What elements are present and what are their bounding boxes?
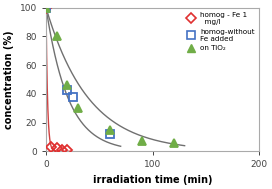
Y-axis label: concentration (%): concentration (%) (4, 30, 14, 129)
Legend: homog - Fe 1
  mg/l, homog-without
Fe added, on TiO₂: homog - Fe 1 mg/l, homog-without Fe adde… (183, 11, 256, 52)
X-axis label: irradiation time (min): irradiation time (min) (93, 175, 212, 185)
